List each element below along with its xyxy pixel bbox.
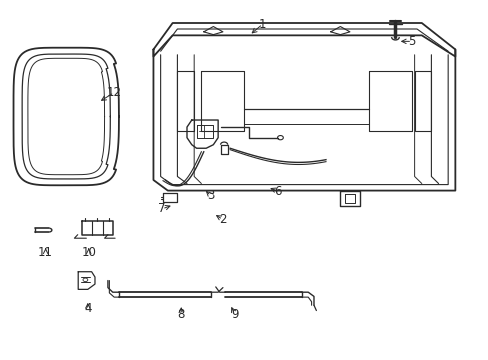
Text: 1: 1 bbox=[259, 18, 266, 31]
Text: 8: 8 bbox=[177, 308, 184, 321]
Text: 12: 12 bbox=[106, 86, 122, 99]
Text: 5: 5 bbox=[407, 35, 415, 48]
Text: 7: 7 bbox=[158, 202, 165, 215]
Text: 9: 9 bbox=[231, 308, 238, 321]
Text: 3: 3 bbox=[207, 189, 214, 202]
Text: 6: 6 bbox=[274, 185, 281, 198]
Text: 10: 10 bbox=[81, 246, 96, 259]
Text: 11: 11 bbox=[38, 246, 53, 259]
Text: 4: 4 bbox=[84, 302, 91, 315]
Text: 2: 2 bbox=[219, 213, 226, 226]
